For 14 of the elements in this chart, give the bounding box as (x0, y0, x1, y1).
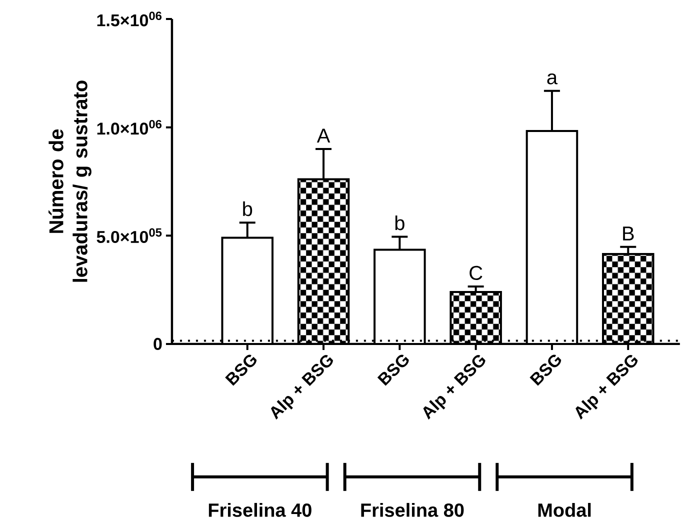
annotation: b (243, 201, 252, 216)
y-tick-label: 5.0×10$^{05}$ (96, 228, 162, 244)
annotation: B (623, 226, 634, 240)
text: Modal (538, 502, 591, 517)
annotation: A (316, 128, 330, 142)
annotation: a (547, 73, 558, 84)
annotation: b (395, 216, 404, 230)
text: Friselina 80 (361, 502, 464, 517)
y-axis-title: Número de levaduras/ g sustrato (48, 80, 92, 282)
y-tick-label: 1.5×10$^{06}$ (97, 12, 162, 26)
y-tick-label: 0 (154, 338, 162, 350)
y-tick-label: 1.0×10$^{06}$ (97, 120, 162, 135)
text: Friselina 40 (208, 502, 312, 517)
annotation: C (470, 266, 482, 280)
